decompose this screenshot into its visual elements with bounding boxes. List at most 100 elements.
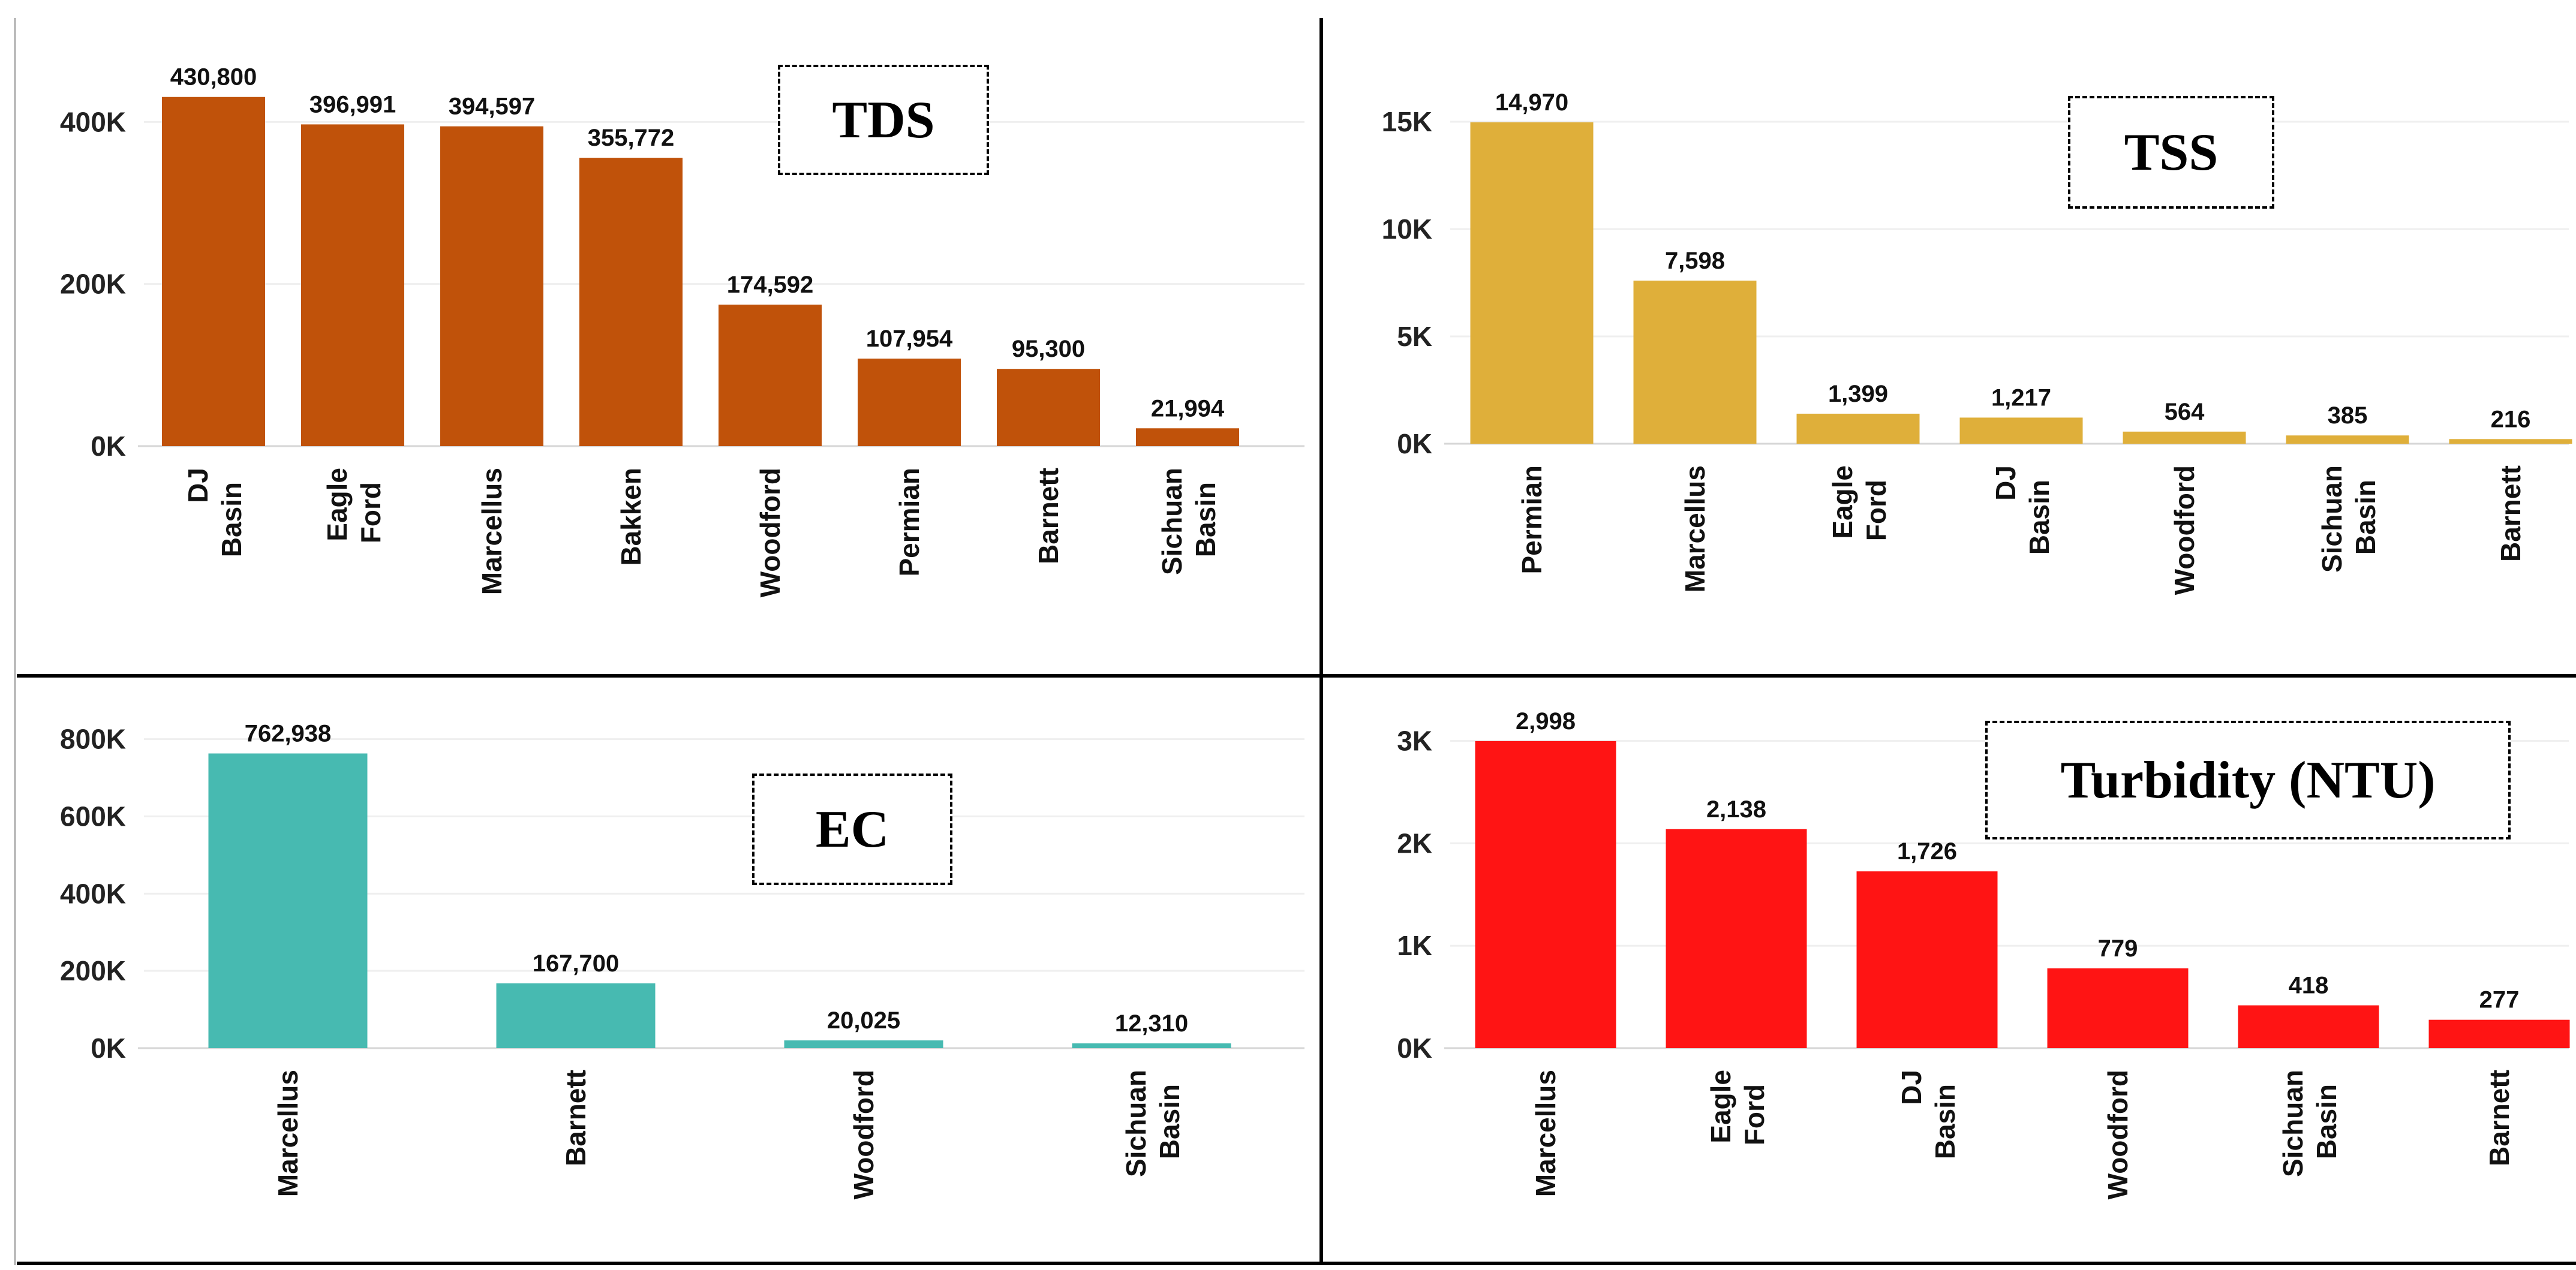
data-label: 2,998 xyxy=(1516,708,1576,735)
bar xyxy=(1470,122,1594,444)
x-tick-label-line: Eagle xyxy=(321,468,353,541)
y-tick-label: 0K xyxy=(1397,1033,1432,1064)
bar xyxy=(2238,1005,2379,1048)
data-label: 12,310 xyxy=(1115,1010,1188,1037)
x-tick-label-group: Marcellus xyxy=(476,468,507,595)
x-tick-label-line: Basin xyxy=(2311,1084,2342,1159)
y-tick-label: 400K xyxy=(60,878,126,909)
x-tick-label: Marcellus xyxy=(1679,465,1711,592)
bar xyxy=(579,158,683,446)
chart-tds: 0K 200K 400K 430,800 DJBasin 396,991 EagleFord… xyxy=(18,24,1318,672)
x-tick-label-group: Marcellus xyxy=(1679,465,1711,592)
x-tick-label-line: Basin xyxy=(1190,482,1221,557)
data-label: 355,772 xyxy=(588,125,675,151)
x-tick-label-line: Ford xyxy=(1860,480,1892,541)
x-tick-label-group: Barnett xyxy=(1033,468,1064,564)
x-tick-label-group: Marcellus xyxy=(1530,1070,1561,1197)
y-tick-label: 2K xyxy=(1397,827,1432,859)
x-tick-label: SichuanBasin xyxy=(2316,465,2381,573)
bar xyxy=(1856,871,1998,1048)
y-tick-label: 10K xyxy=(1382,213,1432,245)
x-tick-label: Marcellus xyxy=(272,1070,303,1197)
x-tick-label-group: Woodford xyxy=(2169,465,2200,595)
bar xyxy=(440,126,543,446)
data-label: 394,597 xyxy=(449,94,536,120)
x-tick-label-group: DJBasin xyxy=(1896,1070,1961,1159)
x-tick-label-group: Permian xyxy=(1516,465,1547,574)
data-label: 20,025 xyxy=(827,1007,900,1034)
x-tick-label: Woodford xyxy=(848,1070,879,1199)
x-tick-label: DJBasin xyxy=(1990,465,2055,555)
chart-title: EC xyxy=(752,774,952,885)
x-tick-label-line: DJ xyxy=(182,468,214,503)
x-tick-label: SichuanBasin xyxy=(2277,1070,2342,1177)
data-label: 167,700 xyxy=(533,950,620,977)
y-tick-label: 600K xyxy=(60,800,126,832)
bar xyxy=(2286,435,2409,444)
x-tick-label-line: Eagle xyxy=(1705,1070,1736,1143)
x-tick-label: Barnett xyxy=(1033,468,1064,564)
x-tick-label-line: Sichuan xyxy=(1120,1070,1152,1177)
data-label: 385 xyxy=(2328,402,2368,429)
x-tick-label-line: Basin xyxy=(1154,1084,1185,1159)
y-tick-label: 1K xyxy=(1397,930,1432,961)
x-tick-label-group: Barnett xyxy=(560,1070,591,1166)
data-label: 2,138 xyxy=(1706,796,1766,823)
x-tick-label-line: Basin xyxy=(2350,480,2381,555)
data-label: 396,991 xyxy=(309,91,396,118)
x-tick-label-line: Sichuan xyxy=(1156,468,1188,575)
bar xyxy=(1475,741,1616,1048)
x-tick-label: DJBasin xyxy=(182,468,247,557)
x-tick-label-line: Basin xyxy=(216,482,247,557)
chart-ec: 0K 200K 400K 600K 800K 762,938 Marcellus 167,70… xyxy=(18,680,1318,1260)
x-tick-label: Barnett xyxy=(560,1070,591,1166)
chart-tss: 0K 5K 10K 15K 14,970 Permian 7,598 Marcellus 1,3… xyxy=(1324,24,2576,672)
data-label: 95,300 xyxy=(1012,336,1085,362)
x-tick-label-line: Ford xyxy=(355,482,386,543)
x-tick-label: DJBasin xyxy=(1896,1070,1961,1159)
x-tick-label: Barnett xyxy=(2484,1070,2515,1166)
data-label: 1,726 xyxy=(1897,838,1957,865)
bar xyxy=(1072,1043,1231,1048)
bar xyxy=(997,369,1100,446)
x-tick-label-group: Marcellus xyxy=(272,1070,303,1197)
x-tick-label: Woodford xyxy=(2169,465,2200,595)
bar xyxy=(1959,417,2083,444)
x-tick-label: Marcellus xyxy=(1530,1070,1561,1197)
y-tick-label: 0K xyxy=(91,1033,126,1064)
x-tick-label-line: DJ xyxy=(1990,465,2021,501)
x-tick-label-group: EagleFord xyxy=(1705,1070,1770,1145)
x-tick-label-group: Woodford xyxy=(755,468,786,597)
x-tick-label: EagleFord xyxy=(321,468,386,543)
x-tick-label: Woodford xyxy=(2102,1070,2133,1199)
x-tick-label-line: Sichuan xyxy=(2277,1070,2309,1177)
chart-title: Turbidity (NTU) xyxy=(1985,721,2511,839)
chart-turbidity-svg: 0K 1K 2K 3K 2,998 Marcellus 2,138 EagleFord 1,72… xyxy=(1397,708,2570,1199)
x-tick-label-group: SichuanBasin xyxy=(2277,1070,2342,1177)
x-tick-label-group: Permian xyxy=(894,468,925,577)
data-label: 216 xyxy=(2491,406,2531,432)
x-tick-label: EagleFord xyxy=(1705,1070,1770,1145)
bar xyxy=(208,753,368,1048)
chart-ec-svg: 0K 200K 400K 600K 800K 762,938 Marcellus 167,70… xyxy=(60,721,1304,1199)
bottom-border xyxy=(17,1262,2576,1265)
x-tick-label-line: Basin xyxy=(2024,480,2055,555)
data-label: 21,994 xyxy=(1151,395,1225,422)
y-tick-label: 0K xyxy=(1397,428,1432,459)
data-label: 277 xyxy=(2479,987,2520,1013)
x-tick-label: Permian xyxy=(894,468,925,577)
data-label: 564 xyxy=(2165,399,2205,425)
bar xyxy=(1633,280,1757,444)
chart-turbidity: 0K 1K 2K 3K 2,998 Marcellus 2,138 EagleFord 1,72… xyxy=(1324,680,2576,1260)
horizontal-divider xyxy=(17,674,2576,678)
x-tick-label-group: DJBasin xyxy=(182,468,247,557)
data-label: 107,954 xyxy=(866,326,953,352)
bar xyxy=(858,359,961,446)
x-tick-label-group: SichuanBasin xyxy=(2316,465,2381,573)
x-tick-label-group: Barnett xyxy=(2484,1070,2515,1166)
bar xyxy=(2047,968,2189,1048)
x-tick-label: Bakken xyxy=(615,468,647,566)
x-tick-label-group: Bakken xyxy=(615,468,647,566)
x-tick-label-group: DJBasin xyxy=(1990,465,2055,555)
